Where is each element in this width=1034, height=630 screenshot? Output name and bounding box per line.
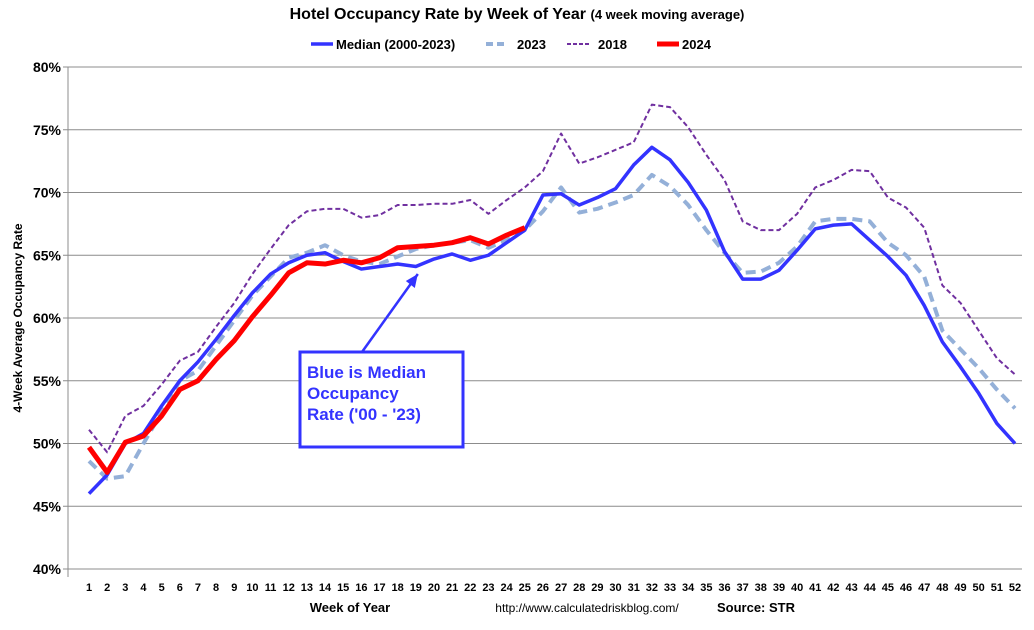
x-tick-label: 6 xyxy=(177,582,183,594)
y-tick-label: 70% xyxy=(33,185,62,201)
x-tick-label: 15 xyxy=(337,582,349,594)
x-tick-label: 32 xyxy=(646,582,658,594)
y-tick-label: 75% xyxy=(33,122,62,138)
y-tick-label: 80% xyxy=(33,59,62,75)
x-tick-label: 20 xyxy=(428,582,440,594)
x-tick-label: 9 xyxy=(231,582,237,594)
series-line-2023 xyxy=(87,172,1017,481)
x-tick-label: 1 xyxy=(86,582,92,594)
x-tick-label: 37 xyxy=(737,582,749,594)
x-tick-label: 43 xyxy=(845,582,857,594)
x-tick-label: 41 xyxy=(809,582,821,594)
x-tick-label: 25 xyxy=(519,582,531,594)
x-tick-label: 49 xyxy=(954,582,966,594)
y-tick-label: 55% xyxy=(33,373,62,389)
x-axis-label: Week of Year xyxy=(310,600,390,615)
y-tick-label: 60% xyxy=(33,310,62,326)
x-tick-label: 11 xyxy=(265,582,277,594)
y-tick-label: 45% xyxy=(33,498,62,514)
x-tick-label: 40 xyxy=(791,582,803,594)
x-tick-label: 17 xyxy=(373,582,385,594)
x-tick-label: 48 xyxy=(936,582,948,594)
series-line-median-2000-2023- xyxy=(87,145,1017,495)
y-tick-label: 65% xyxy=(33,247,62,263)
x-tick-label: 4 xyxy=(140,582,147,594)
x-tick-label: 46 xyxy=(900,582,912,594)
annotation: Blue is Median Occupancy Rate ('00 - '23) xyxy=(298,273,465,449)
x-tick-label: 8 xyxy=(213,582,219,594)
x-tick-label: 39 xyxy=(773,582,785,594)
annotation-text: Occupancy xyxy=(307,384,399,403)
x-tick-label: 13 xyxy=(301,582,313,594)
legend-label: Median (2000-2023) xyxy=(336,37,455,52)
x-tick-label: 23 xyxy=(482,582,494,594)
annotation-box xyxy=(298,350,465,449)
x-tick-label: 19 xyxy=(410,582,422,594)
x-tick-label: 33 xyxy=(664,582,676,594)
x-tick-label: 26 xyxy=(537,582,549,594)
x-tick-label: 28 xyxy=(573,582,585,594)
x-tick-label: 7 xyxy=(195,582,201,594)
x-tick-label: 14 xyxy=(319,582,332,594)
x-tick-label: 21 xyxy=(446,582,458,594)
x-tick-label: 36 xyxy=(718,582,730,594)
series-line-2024 xyxy=(86,225,526,475)
annotation-text: Blue is Median xyxy=(307,363,426,382)
chart-title: Hotel Occupancy Rate by Week of Year (4 … xyxy=(290,6,745,23)
x-tick-label: 24 xyxy=(500,582,513,594)
x-tick-label: 22 xyxy=(464,582,476,594)
x-tick-label: 18 xyxy=(392,582,404,594)
annotation-arrow xyxy=(360,273,419,353)
x-tick-label: 5 xyxy=(159,582,165,594)
x-tick-label: 34 xyxy=(682,582,695,594)
x-tick-label: 29 xyxy=(591,582,603,594)
x-tick-label: 45 xyxy=(882,582,894,594)
legend-label: 2018 xyxy=(598,37,627,52)
x-tick-label: 38 xyxy=(755,582,767,594)
x-tick-label: 35 xyxy=(700,582,712,594)
x-tick-label: 47 xyxy=(918,582,930,594)
y-tick-label: 50% xyxy=(33,436,62,452)
x-axis-ticks: 1 2 3 4 5 6 7 8 9 10 11 12 13 14 15 16 17 18 19 20 21 22 23 24 2… xyxy=(86,582,1021,594)
x-tick-label: 16 xyxy=(355,582,367,594)
legend-label: 2024 xyxy=(682,37,712,52)
annotation-text: Rate ('00 - '23) xyxy=(307,405,421,424)
x-tick-label: 3 xyxy=(122,582,128,594)
x-tick-label: 2 xyxy=(104,582,110,594)
x-tick-label: 30 xyxy=(609,582,621,594)
source-label: Source: STR xyxy=(717,600,796,615)
x-tick-label: 31 xyxy=(628,582,640,594)
gridlines xyxy=(63,66,1022,577)
x-tick-label: 12 xyxy=(283,582,295,594)
x-tick-label: 51 xyxy=(991,582,1003,594)
legend: Median (2000-2023) 2023 2018 2024 xyxy=(311,37,712,52)
x-tick-label: 50 xyxy=(973,582,985,594)
series-line-2018 xyxy=(88,103,1016,454)
x-tick-label: 52 xyxy=(1009,582,1021,594)
y-axis-ticks: 40% 45% 50% 55% 60% 65% 70% 75% 80% xyxy=(33,59,62,577)
x-tick-label: 27 xyxy=(555,582,567,594)
y-tick-label: 40% xyxy=(33,561,62,577)
y-axis-label: 4-Week Average Occupancy Rate xyxy=(11,223,25,412)
x-tick-label: 44 xyxy=(864,582,877,594)
x-tick-label: 10 xyxy=(246,582,258,594)
arrow-head-icon xyxy=(405,274,418,288)
legend-label: 2023 xyxy=(517,37,546,52)
x-tick-label: 42 xyxy=(827,582,839,594)
source-url: http://www.calculatedriskblog.com/ xyxy=(495,601,679,615)
series-lines xyxy=(86,103,1017,495)
